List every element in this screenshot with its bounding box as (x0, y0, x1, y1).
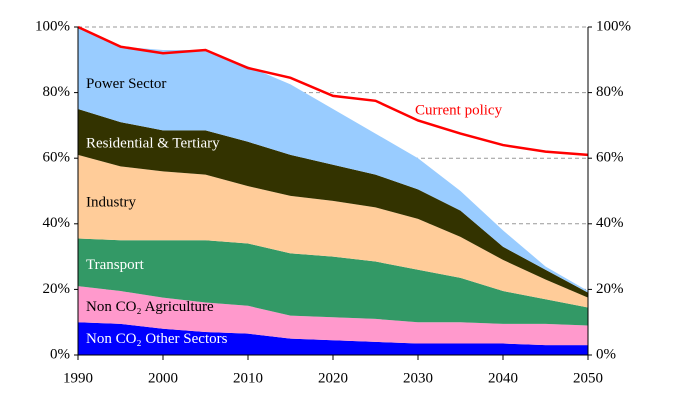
area (78, 154, 588, 308)
y-tick-label: 100% (35, 18, 70, 34)
y-tick-label: 40% (43, 215, 71, 231)
area (78, 322, 588, 355)
y-tick-label: 20% (43, 281, 71, 297)
x-tick-label: 2030 (403, 370, 433, 386)
x-tick-label: 2040 (488, 370, 518, 386)
x-tick-label: 2020 (318, 370, 348, 386)
y-tick-label: 80% (43, 84, 71, 100)
areas (78, 27, 588, 355)
x-tick-label: 2000 (148, 370, 178, 386)
x-tick-label: 1990 (63, 370, 93, 386)
line (77, 25, 589, 157)
y2-tick-label: 0% (596, 346, 616, 362)
series-label: Residential & Tertiary (86, 136, 220, 152)
y-tick-label: 0% (50, 346, 70, 362)
series-label: Industry (86, 195, 136, 211)
line-label: Current policy (415, 102, 503, 118)
y2-tick-label: 80% (596, 84, 624, 100)
series-label: Non CO₂ Other Sectors (86, 331, 228, 347)
area (78, 27, 588, 293)
y2-tick-label: 20% (596, 281, 624, 297)
series-label: Power Sector (86, 76, 166, 92)
y2-tick-label: 100% (596, 18, 631, 34)
x-tick-label: 2050 (573, 370, 603, 386)
series-label: Transport (86, 257, 145, 273)
x-tick-label: 2010 (233, 370, 263, 386)
area (78, 109, 588, 298)
y2-tick-label: 40% (596, 215, 624, 231)
series-label: Non CO₂ Agriculture (86, 299, 214, 315)
area (78, 286, 588, 346)
area (78, 238, 588, 326)
y-tick-label: 60% (43, 150, 71, 166)
y2-tick-label: 60% (596, 150, 624, 166)
